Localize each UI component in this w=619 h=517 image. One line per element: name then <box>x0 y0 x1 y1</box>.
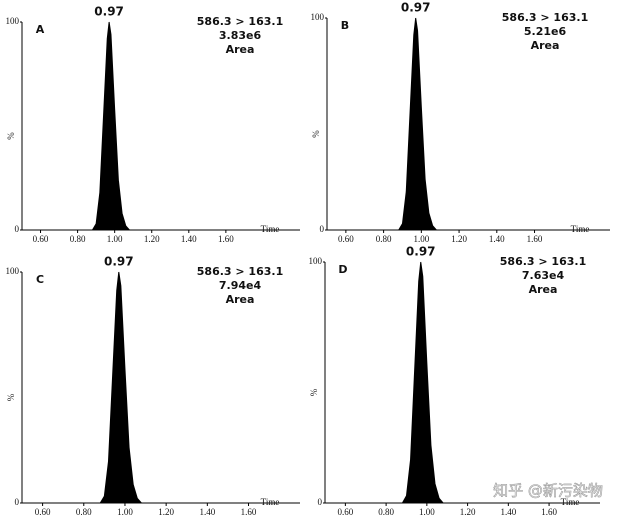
x-axis-label: Time <box>261 224 280 234</box>
y-axis-label: % <box>309 388 319 396</box>
peak-area <box>99 271 143 504</box>
y-tick-label: 100 <box>309 256 323 266</box>
annotation: Area <box>529 283 558 296</box>
annotation: 5.21e6 <box>524 25 567 38</box>
y-axis-label: % <box>6 393 16 401</box>
x-tick-label: 1.60 <box>541 507 557 517</box>
x-tick-label: 1.60 <box>218 234 234 244</box>
annotation: 586.3 > 163.1 <box>500 255 586 268</box>
peak-area <box>91 21 131 231</box>
y-tick-label: 100 <box>311 12 325 22</box>
x-tick-label: 1.40 <box>181 234 197 244</box>
x-tick-label: 1.40 <box>500 507 516 517</box>
panel-label: D <box>338 263 347 276</box>
annotation: 586.3 > 163.1 <box>502 11 588 24</box>
x-tick-label: 0.60 <box>33 234 49 244</box>
x-tick-label: 0.60 <box>337 507 353 517</box>
x-tick-label: 0.60 <box>338 234 354 244</box>
x-tick-label: 0.60 <box>35 507 51 517</box>
y-tick-label: 0 <box>15 497 20 507</box>
x-tick-label: 1.60 <box>241 507 257 517</box>
y-tick-label: 0 <box>15 224 20 234</box>
x-tick-label: 0.80 <box>376 234 392 244</box>
panel-label: B <box>341 19 349 32</box>
x-tick-label: 1.20 <box>158 507 174 517</box>
x-axis-label: Time <box>261 497 280 507</box>
x-tick-label: 1.00 <box>419 507 435 517</box>
x-tick-label: 1.20 <box>460 507 476 517</box>
x-tick-label: 0.80 <box>76 507 92 517</box>
x-tick-label: 1.00 <box>413 234 429 244</box>
x-tick-label: 1.20 <box>451 234 467 244</box>
x-tick-label: 1.40 <box>489 234 505 244</box>
x-tick-label: 1.20 <box>144 234 160 244</box>
peak-label: 0.97 <box>94 5 124 19</box>
annotation: 7.63e4 <box>522 269 565 282</box>
x-tick-label: 1.60 <box>527 234 543 244</box>
x-tick-label: 0.80 <box>70 234 86 244</box>
y-axis-label: % <box>6 132 16 140</box>
y-tick-label: 100 <box>6 266 20 276</box>
x-tick-label: 1.00 <box>107 234 123 244</box>
panel-label: A <box>36 23 45 36</box>
y-tick-label: 100 <box>6 16 20 26</box>
annotation: 3.83e6 <box>219 29 262 42</box>
y-tick-label: 0 <box>318 497 323 507</box>
peak-label: 0.97 <box>104 255 134 269</box>
peak-label: 0.97 <box>406 245 436 259</box>
annotation: Area <box>226 293 255 306</box>
watermark: 知乎 @新污染物 <box>493 482 603 500</box>
panel-label: C <box>36 273 44 286</box>
annotation: 7.94e4 <box>219 279 262 292</box>
annotation: Area <box>226 43 255 56</box>
peak-area <box>397 17 438 231</box>
x-tick-label: 0.80 <box>378 507 394 517</box>
x-tick-label: 1.00 <box>117 507 133 517</box>
annotation: 586.3 > 163.1 <box>197 15 283 28</box>
annotation: Area <box>531 39 560 52</box>
x-axis-label: Time <box>571 224 590 234</box>
x-tick-label: 1.40 <box>199 507 215 517</box>
peak-area <box>401 261 445 504</box>
x-axis-label: Time <box>561 497 580 507</box>
y-tick-label: 0 <box>320 224 325 234</box>
y-axis-label: % <box>311 130 321 138</box>
annotation: 586.3 > 163.1 <box>197 265 283 278</box>
peak-label: 0.97 <box>401 1 431 15</box>
